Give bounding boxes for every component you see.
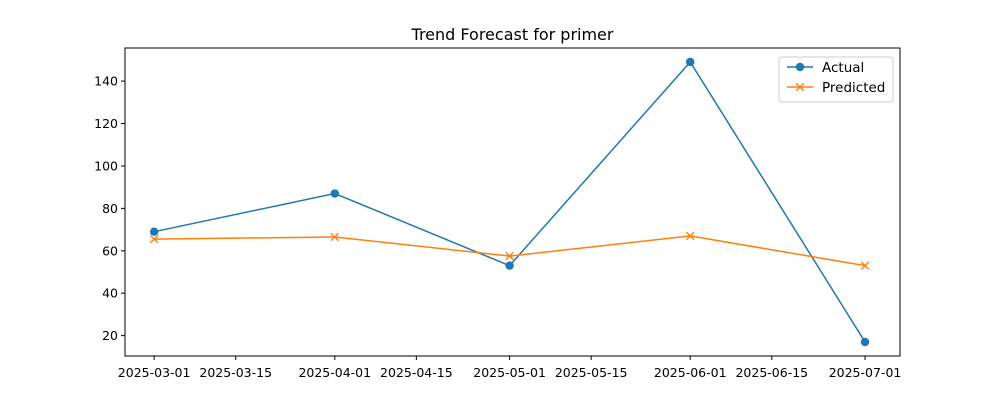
legend-entry-actual: Actual (787, 60, 864, 76)
chart-title: Trend Forecast for primer (411, 25, 614, 44)
data-point-predicted (330, 232, 340, 242)
y-axis: 20 40 60 80 100 120 140 (94, 74, 125, 343)
data-point-actual (505, 261, 514, 270)
data-point-predicted (149, 234, 159, 244)
data-point-actual (330, 189, 339, 198)
plot-area (149, 57, 870, 347)
x-tick-label: 2025-03-15 (199, 365, 272, 380)
data-point-predicted (685, 231, 695, 241)
legend-box (778, 56, 894, 103)
legend: Actual Predicted (778, 56, 894, 103)
data-point-actual (860, 337, 870, 347)
y-tick-label: 80 (102, 201, 118, 216)
y-tick-label: 120 (94, 116, 118, 131)
x-tick-label: 2025-03-01 (118, 365, 191, 380)
plot-frame (124, 47, 901, 357)
x-tick-label: 2025-06-01 (654, 365, 727, 380)
y-tick-label: 40 (102, 286, 118, 301)
legend-marker-icon (795, 62, 805, 72)
x-tick-label: 2025-05-01 (473, 365, 546, 380)
y-tick-label: 100 (94, 158, 118, 173)
x-tick-label: 2025-07-01 (829, 365, 902, 380)
x-tick-label: 2025-04-15 (380, 365, 453, 380)
series-line-actual (153, 60, 866, 343)
x-tick-label: 2025-05-15 (555, 365, 628, 380)
data-point-actual (686, 57, 695, 67)
legend-label: Predicted (822, 80, 885, 96)
legend-entry-predicted: Predicted (787, 80, 885, 96)
x-tick-label: 2025-04-01 (298, 365, 371, 380)
data-point-actual (149, 227, 159, 236)
y-tick-label: 20 (102, 328, 118, 343)
x-axis: 2025-03-01 2025-03-15 2025-04-01 2025-04-15… (118, 356, 902, 380)
legend-marker-icon (795, 82, 805, 92)
series-line-predicted (154, 235, 866, 267)
x-tick-label: 2025-06-15 (735, 365, 808, 380)
data-point-predicted (505, 251, 514, 261)
y-tick-label: 140 (94, 74, 118, 89)
legend-label: Actual (822, 60, 864, 76)
y-tick-label: 60 (102, 243, 118, 258)
data-point-predicted (860, 261, 870, 270)
